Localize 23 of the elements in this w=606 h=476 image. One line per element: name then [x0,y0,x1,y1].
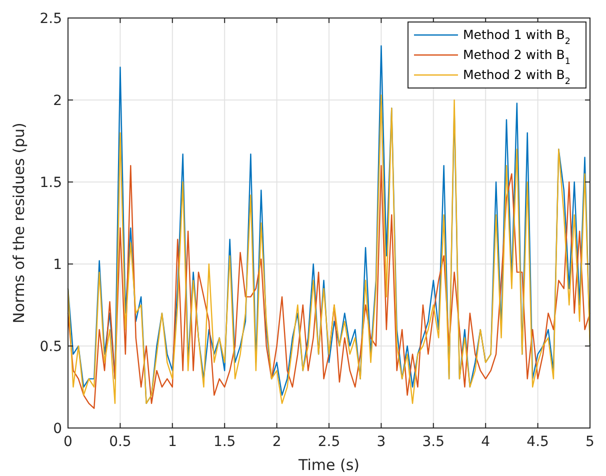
legend-label: Method 1 with B$_{2}$ [463,27,570,47]
x-tick-label: 2.5 [318,434,340,450]
y-tick-label: 1 [53,257,62,273]
x-tick-label: 4.5 [526,434,549,450]
y-axis-title: Norms of the residues (pu) [10,122,28,324]
x-tick-label: 3 [376,434,386,450]
x-tick-label: 5 [586,434,594,450]
y-tick-label: 2.5 [40,11,62,27]
legend-label: Method 2 with B$_{1}$ [463,47,570,67]
x-tick-label: 1 [168,434,177,450]
y-tick-label: 2 [53,93,62,109]
y-tick-label: 0.5 [40,339,62,355]
x-tick-label: 0.5 [109,434,132,450]
y-tick-label: 1.5 [40,175,62,191]
x-tick-label: 3.5 [422,434,445,450]
x-tick-label: 4 [481,434,490,450]
legend-label: Method 2 with B$_{2}$ [463,67,570,87]
y-tick-label: 0 [53,421,62,437]
x-tick-label: 0 [64,434,72,450]
x-tick-label: 1.5 [213,434,236,450]
line-series [67,165,591,409]
x-axis-title: Time (s) [298,456,360,474]
x-tick-label: 2 [272,434,282,450]
